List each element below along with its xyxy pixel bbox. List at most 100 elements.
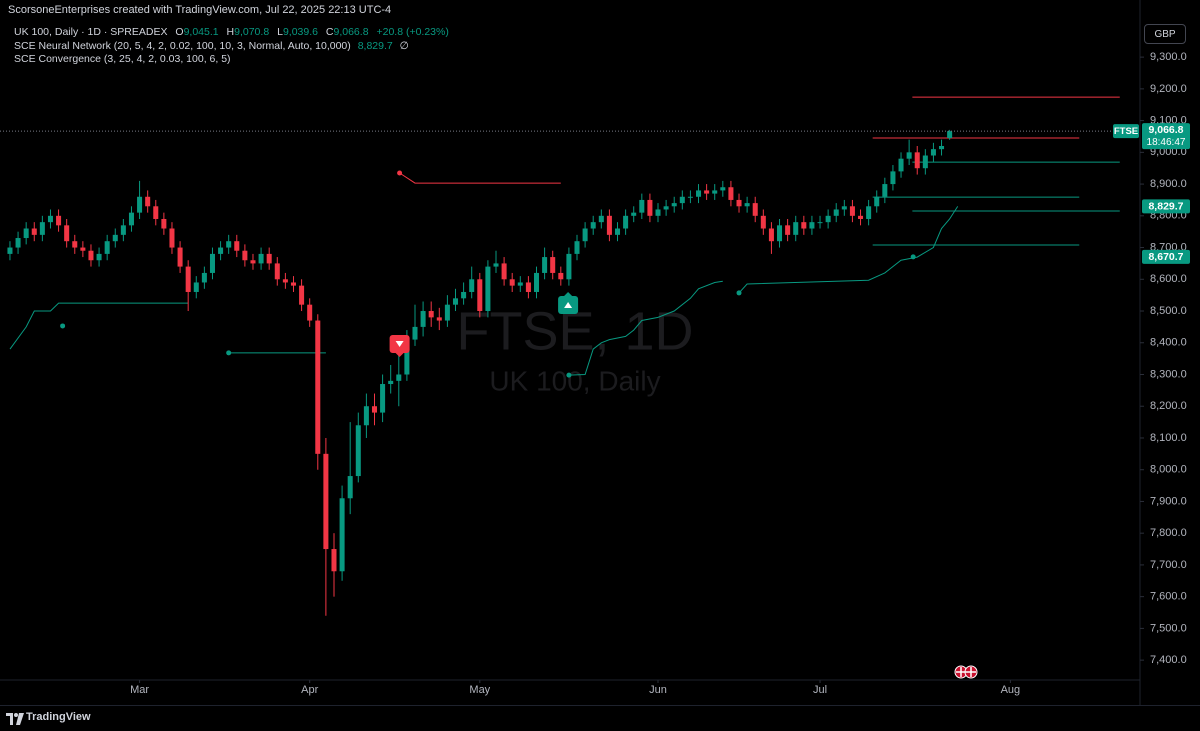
candle-body xyxy=(922,155,928,169)
symbol-label: FTSE xyxy=(1114,126,1138,137)
candle-body xyxy=(234,241,240,251)
x-tick-label: Aug xyxy=(1001,684,1021,696)
brand-name: TradingView xyxy=(26,711,91,723)
candle-body xyxy=(7,247,13,254)
y-tick-label: 8,000.0 xyxy=(1150,464,1187,476)
candle-body xyxy=(833,209,839,216)
candle-body xyxy=(906,152,912,159)
candle-body xyxy=(177,247,183,267)
candle-body xyxy=(23,228,29,239)
indicator-name: SCE Neural Network (20, 5, 4, 2, 0.02, 1… xyxy=(14,39,351,52)
candle-body xyxy=(509,279,515,286)
trail-dot xyxy=(566,372,572,378)
candle-body xyxy=(590,222,596,229)
y-tick-label: 8,500.0 xyxy=(1150,305,1187,317)
candle-body xyxy=(663,206,669,210)
candle-body xyxy=(137,196,143,213)
candle-body xyxy=(939,145,945,150)
candle-body xyxy=(242,250,248,261)
candle-body xyxy=(436,317,442,321)
signal-pointer xyxy=(564,291,573,296)
y-tick-label: 7,800.0 xyxy=(1150,527,1187,539)
candle-body xyxy=(88,250,94,261)
candle-body xyxy=(15,238,21,248)
y-tick-label: 7,900.0 xyxy=(1150,495,1187,507)
candle-body xyxy=(274,263,280,280)
candle-body xyxy=(623,215,629,229)
candle-body xyxy=(39,222,45,235)
legend-key: O xyxy=(175,26,184,38)
y-tick-label: 8,600.0 xyxy=(1150,273,1187,285)
legend-value: 9,066.8 xyxy=(333,26,369,38)
candle-body xyxy=(817,222,823,224)
candle-body xyxy=(493,263,499,267)
trail-line xyxy=(9,302,189,350)
candle-body xyxy=(849,206,855,216)
candle-body xyxy=(31,228,37,235)
y-tick-label: 7,500.0 xyxy=(1150,622,1187,634)
legend-indicator[interactable]: SCE Neural Network (20, 5, 4, 2, 0.02, 1… xyxy=(14,40,449,54)
candle-body xyxy=(282,279,288,283)
signal-marker xyxy=(389,335,410,358)
candle-body xyxy=(696,190,702,197)
candle-body xyxy=(898,158,904,172)
legend-indicator[interactable]: SCE Convergence (3, 25, 4, 2, 0.03, 100,… xyxy=(14,53,449,67)
candle-body xyxy=(679,196,685,204)
candle-body xyxy=(477,279,483,312)
signal-marker xyxy=(558,291,579,314)
candle-body xyxy=(704,190,710,194)
candle-body xyxy=(428,311,434,318)
y-tick-label: 7,400.0 xyxy=(1150,654,1187,666)
candle-body xyxy=(793,222,799,235)
candle-body xyxy=(396,374,402,381)
candle-body xyxy=(47,215,53,223)
candle-body xyxy=(80,247,86,251)
candle-body xyxy=(64,225,70,242)
candle-body xyxy=(744,203,750,207)
trail-dot xyxy=(226,350,232,356)
stop-line xyxy=(399,172,561,184)
candle-body xyxy=(768,228,774,242)
y-tick-label: 8,200.0 xyxy=(1150,400,1187,412)
candle-body xyxy=(760,215,766,229)
price-label: 8,829.7 xyxy=(1148,201,1183,213)
candle-body xyxy=(299,285,305,305)
y-tick-label: 8,400.0 xyxy=(1150,337,1187,349)
currency-button[interactable]: GBP xyxy=(1144,24,1186,44)
candle-body xyxy=(96,253,102,261)
candle-body xyxy=(307,304,313,321)
candle-body xyxy=(614,228,621,235)
candle-body xyxy=(469,279,475,292)
trail-dot xyxy=(910,254,916,260)
candle-body xyxy=(412,326,418,340)
candle-body xyxy=(809,222,815,229)
trail-line xyxy=(738,206,959,294)
candle-body xyxy=(785,225,791,235)
candle-body xyxy=(315,320,321,454)
candle-body xyxy=(72,241,78,248)
candle-body xyxy=(882,184,888,197)
legend-key: H xyxy=(226,26,235,38)
candle-body xyxy=(574,241,580,254)
candle-body xyxy=(104,241,110,254)
x-tick-label: Mar xyxy=(130,684,149,696)
candle-body xyxy=(841,206,847,210)
stop-dot xyxy=(397,170,403,176)
y-tick-label: 8,900.0 xyxy=(1150,178,1187,190)
candle-body xyxy=(874,196,880,207)
candle-body xyxy=(525,282,531,292)
candle-body xyxy=(542,257,548,273)
last-price-box xyxy=(1142,123,1190,150)
candle-body xyxy=(720,187,726,191)
candle-body xyxy=(930,149,936,156)
candle-body xyxy=(914,152,920,169)
candle-body xyxy=(250,260,256,264)
candle-body xyxy=(866,206,872,219)
candle-body xyxy=(671,203,677,207)
candle-body xyxy=(501,263,507,280)
candle-body xyxy=(444,304,450,321)
candle-body xyxy=(388,380,394,385)
y-tick-label: 9,000.0 xyxy=(1150,146,1187,158)
candle-body xyxy=(201,272,207,283)
